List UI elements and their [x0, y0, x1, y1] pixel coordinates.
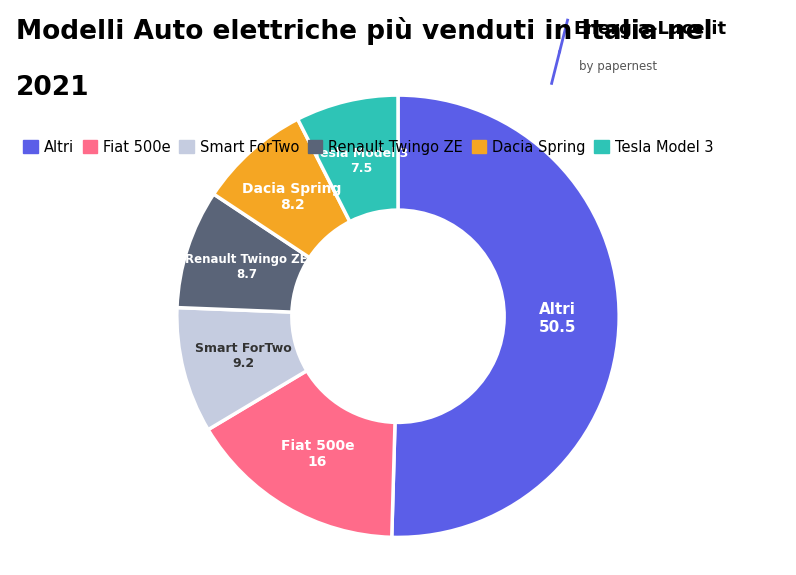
- Text: Fiat 500e
16: Fiat 500e 16: [281, 439, 354, 469]
- Text: Modelli Auto elettriche più venduti in Italia nel: Modelli Auto elettriche più venduti in I…: [16, 17, 712, 45]
- Text: Smart ForTwo
9.2: Smart ForTwo 9.2: [195, 342, 292, 370]
- Text: 2021: 2021: [16, 75, 89, 101]
- Wedge shape: [208, 371, 395, 537]
- Text: Energia-Luce.it: Energia-Luce.it: [573, 20, 726, 38]
- Wedge shape: [213, 119, 350, 258]
- Text: Dacia Spring
8.2: Dacia Spring 8.2: [242, 182, 341, 213]
- Wedge shape: [177, 308, 306, 430]
- Text: Tesla Model 3
7.5: Tesla Model 3 7.5: [314, 147, 408, 175]
- Text: by papernest: by papernest: [579, 60, 657, 74]
- Text: Renault Twingo ZE
8.7: Renault Twingo ZE 8.7: [185, 254, 308, 281]
- Wedge shape: [298, 95, 398, 221]
- Text: Altri
50.5: Altri 50.5: [538, 302, 576, 335]
- Wedge shape: [392, 95, 619, 538]
- Wedge shape: [177, 194, 310, 312]
- Legend: Altri, Fiat 500e, Smart ForTwo, Renault Twingo ZE, Dacia Spring, Tesla Model 3: Altri, Fiat 500e, Smart ForTwo, Renault …: [23, 140, 713, 155]
